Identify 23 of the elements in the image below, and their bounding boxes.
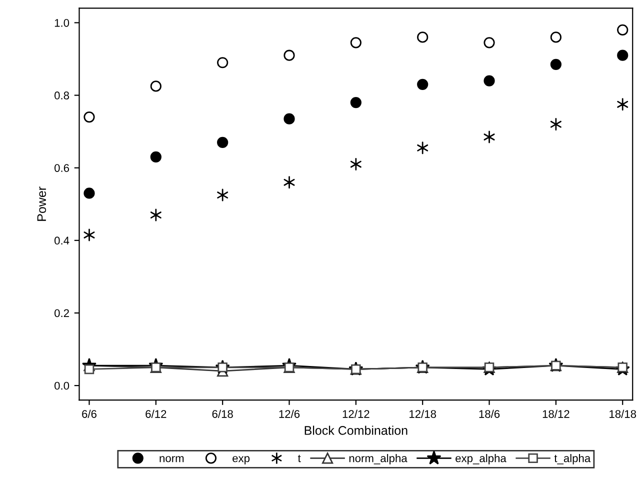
x-tick-label: 6/12 — [146, 410, 166, 418]
legend-label: t — [298, 454, 301, 462]
y-tick-label: 1.0 — [54, 18, 70, 27]
x-tick-label: 18/12 — [542, 410, 570, 418]
x-tick-label: 12/12 — [342, 410, 370, 418]
x-tick-label: 6/18 — [212, 410, 233, 418]
y-tick-label: 0.2 — [54, 309, 69, 318]
x-tick-label: 6/6 — [82, 410, 96, 418]
legend-label: exp_alpha — [456, 454, 506, 464]
legend-label: exp — [232, 456, 250, 464]
legend-label: norm — [160, 456, 184, 462]
x-tick-label: 18/6 — [479, 410, 500, 418]
y-axis-title: Power — [37, 186, 46, 221]
x-tick-label: 12/18 — [410, 410, 436, 418]
legend-label: t_alpha — [554, 454, 591, 464]
legend-label: norm_alpha — [349, 454, 408, 464]
y-tick-label: 0.6 — [54, 164, 70, 172]
x-tick-label: 18/18 — [610, 410, 636, 418]
x-tick-label: 12/6 — [279, 410, 300, 418]
y-tick-label: 0.8 — [54, 92, 70, 100]
y-tick-label: 0.4 — [54, 236, 70, 245]
x-axis-title: Block Combination — [304, 426, 408, 435]
y-tick-label: 0.0 — [54, 382, 70, 390]
